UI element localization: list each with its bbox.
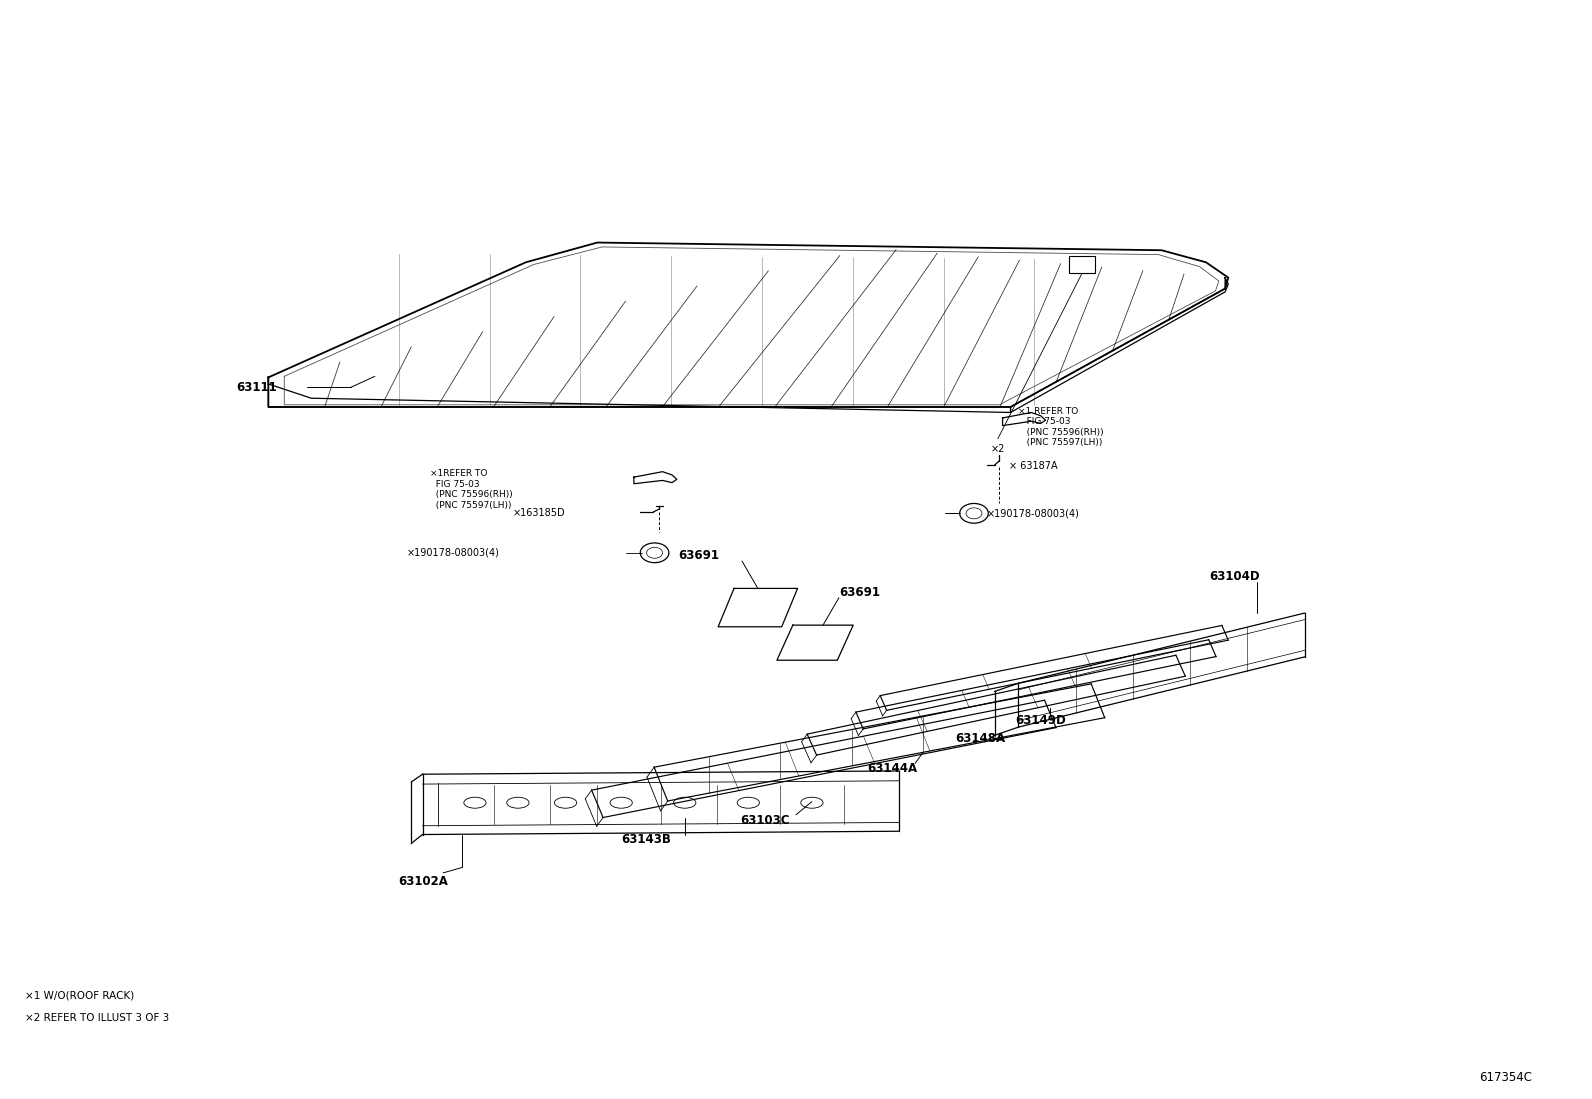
Text: 63149D: 63149D bbox=[1016, 714, 1067, 728]
Text: 63148A: 63148A bbox=[955, 732, 1005, 744]
Text: × 63187A: × 63187A bbox=[1009, 462, 1057, 471]
Text: 63102A: 63102A bbox=[398, 875, 449, 888]
Text: 617354C: 617354C bbox=[1479, 1072, 1533, 1085]
Text: ×1 REFER TO
   FIG 75-03
   (PNC 75596(RH))
   (PNC 75597(LH)): ×1 REFER TO FIG 75-03 (PNC 75596(RH)) (P… bbox=[1019, 407, 1105, 447]
Text: ×163185D: ×163185D bbox=[513, 509, 565, 519]
Text: 63104D: 63104D bbox=[1210, 570, 1259, 584]
Text: ×2: ×2 bbox=[990, 444, 1005, 454]
Text: 63144A: 63144A bbox=[868, 763, 917, 775]
Text: ×2 REFER TO ILLUST 3 OF 3: ×2 REFER TO ILLUST 3 OF 3 bbox=[25, 1012, 169, 1022]
Text: ×1 W/O(ROOF RACK): ×1 W/O(ROOF RACK) bbox=[25, 990, 134, 1001]
Text: 63143B: 63143B bbox=[621, 833, 672, 846]
Bar bbox=[1070, 256, 1095, 274]
Text: 63111: 63111 bbox=[237, 380, 277, 393]
Text: ×190178-08003(4): ×190178-08003(4) bbox=[987, 509, 1079, 519]
Text: ×190178-08003(4): ×190178-08003(4) bbox=[406, 547, 500, 558]
Text: 63691: 63691 bbox=[839, 586, 880, 599]
Text: 63103C: 63103C bbox=[740, 813, 790, 826]
Text: 63691: 63691 bbox=[678, 550, 720, 562]
Text: ×1REFER TO
  FIG 75-03
  (PNC 75596(RH))
  (PNC 75597(LH)): ×1REFER TO FIG 75-03 (PNC 75596(RH)) (PN… bbox=[430, 469, 513, 510]
